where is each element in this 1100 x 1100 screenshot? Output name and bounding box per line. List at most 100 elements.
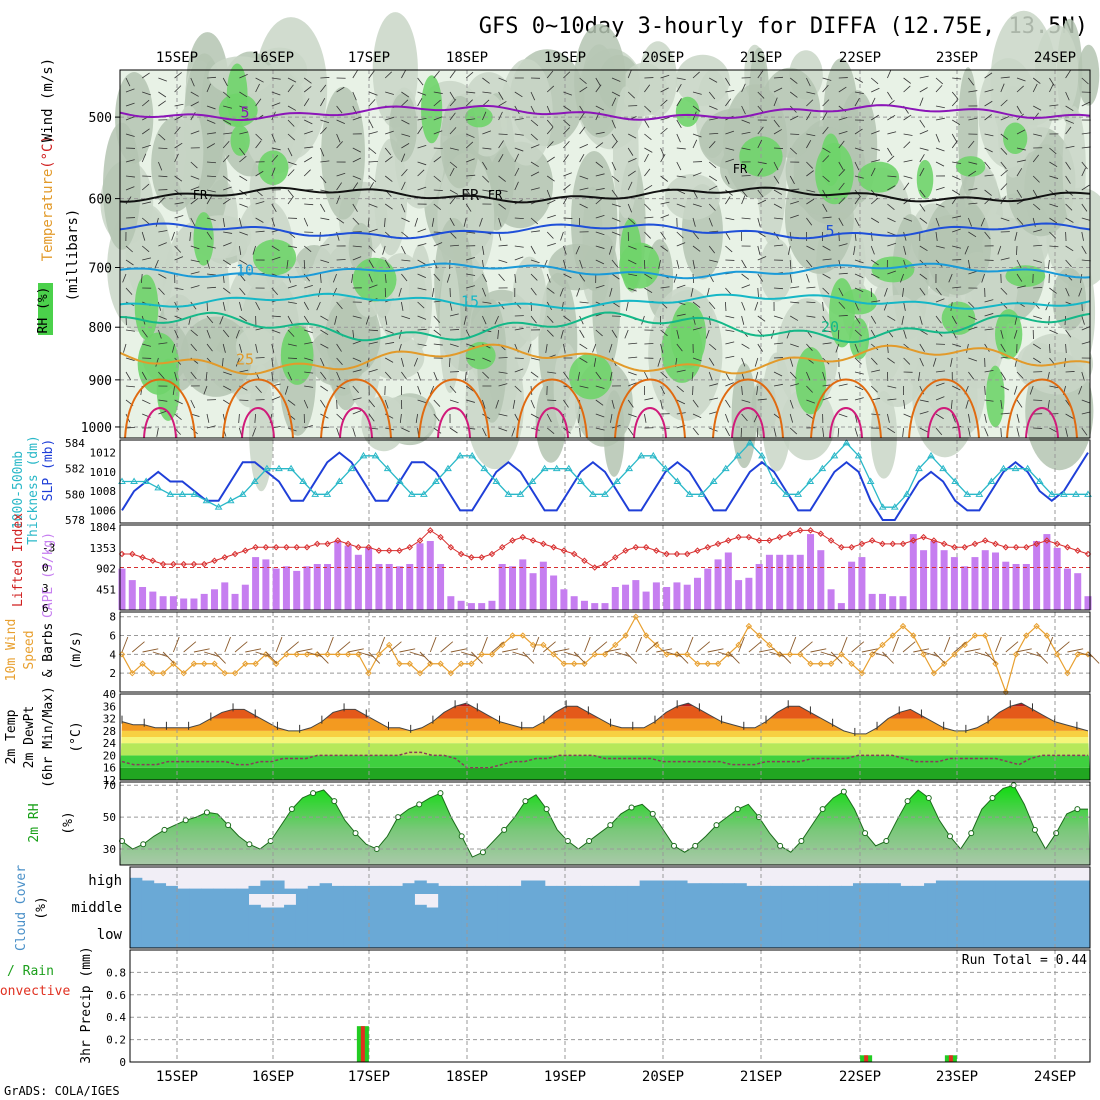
cape-tick-label: 1804 — [90, 521, 117, 534]
wind-barb-10m — [1046, 636, 1054, 653]
wind-barb — [320, 385, 329, 392]
wind-barb-10m — [224, 636, 231, 653]
wind-barb — [417, 228, 427, 233]
thickness-point — [468, 451, 477, 459]
wind-barb — [627, 203, 633, 213]
cloud-low-cell — [532, 921, 546, 948]
wind-barb — [482, 371, 490, 379]
wind-barb — [1049, 189, 1057, 197]
cape-bar — [1063, 568, 1071, 610]
temperature-contour-surface — [241, 407, 275, 439]
rh2m-point — [267, 838, 274, 845]
wind-barb — [385, 342, 395, 345]
thickness-point — [311, 490, 320, 497]
wind-barb — [951, 119, 961, 126]
wind-barb — [546, 156, 555, 163]
precip-tick-label: 0.6 — [106, 989, 126, 1002]
wind-barb-10m — [913, 648, 930, 653]
wind-barb-10m — [727, 651, 740, 664]
wind-barb — [417, 315, 427, 320]
wind-speed-point — [858, 669, 866, 677]
temp-band — [120, 703, 1090, 707]
cape-bar — [642, 591, 650, 610]
rh-shading — [235, 327, 276, 366]
wind-barb — [465, 99, 473, 107]
rh-shading — [925, 196, 992, 296]
cape-bar — [159, 596, 167, 610]
wind-barb — [530, 245, 536, 255]
cloud-high-cell — [1054, 880, 1067, 894]
wind-barb — [125, 186, 135, 191]
thickness-point — [589, 490, 597, 497]
wind-barb — [271, 77, 281, 80]
wind-speed-point — [375, 651, 383, 658]
cloud-middle-cell — [438, 894, 451, 921]
wind-barb — [595, 371, 602, 380]
cloud-middle-cell — [141, 894, 155, 921]
cloud-high-cell — [189, 888, 202, 894]
lifted-index-point — [591, 564, 598, 571]
wind-barb — [158, 100, 167, 107]
wind-barb — [254, 413, 256, 424]
wind-barb — [676, 84, 682, 93]
wind-barb — [854, 287, 864, 293]
wind-barb — [660, 87, 669, 93]
wind-barb — [190, 329, 198, 337]
wind-barb — [530, 119, 539, 127]
wind-barb — [902, 427, 904, 437]
wind-barb — [692, 357, 702, 362]
lifted-index-point — [581, 557, 588, 564]
wind-barb — [887, 91, 893, 100]
cape-bar — [899, 596, 907, 610]
lifted-index-point — [406, 544, 413, 551]
wind-barb — [547, 199, 556, 205]
wind-barb — [433, 99, 441, 107]
wind-barb — [498, 140, 504, 149]
wind-barb — [644, 105, 652, 113]
wind-barb — [482, 287, 487, 297]
wind-barb — [1065, 287, 1070, 297]
wind-barb — [984, 189, 992, 196]
wind-barb — [709, 105, 718, 110]
rh-legend-swatch — [38, 283, 53, 335]
cloud-middle-cell — [426, 907, 439, 921]
wind-barb — [708, 245, 716, 254]
wind-barb — [433, 242, 443, 247]
y-label-temp2m: 2m Temp — [4, 709, 19, 764]
wind-barb — [352, 203, 358, 212]
wind-barb — [303, 315, 310, 324]
wind-barb — [158, 230, 168, 233]
wind-barb — [125, 116, 135, 121]
wind-barb — [950, 357, 953, 367]
cape-bar — [817, 550, 825, 610]
thickness-point — [275, 464, 283, 472]
cape-bar — [796, 554, 804, 610]
wind-barb-10m — [933, 651, 946, 664]
wind-barb — [320, 147, 325, 157]
rh-tick-label: 50 — [103, 811, 116, 824]
wind-speed-point — [406, 660, 413, 667]
cloud-middle-cell — [378, 894, 392, 921]
temp-tick-label: 20 — [103, 749, 116, 762]
wind-barb — [932, 357, 937, 367]
wind-barb — [870, 357, 878, 365]
wind-barb — [384, 315, 388, 325]
wind-barb — [708, 161, 717, 169]
wind-speed-point — [1043, 632, 1051, 639]
wind-barb — [611, 140, 618, 149]
wind-barb — [579, 259, 583, 269]
wind-barb — [158, 371, 165, 380]
wind-barb — [1065, 70, 1071, 79]
wind-barb-10m — [573, 651, 586, 664]
rh-shading — [512, 256, 547, 342]
wind-barb — [692, 203, 702, 208]
cloud-low-cell — [841, 921, 854, 948]
wind-barb — [334, 315, 337, 325]
wind-barb — [884, 287, 888, 297]
wind-barb-10m — [316, 651, 329, 664]
wind-barb — [837, 329, 840, 340]
thickness-point — [359, 451, 368, 459]
cloud-high-cell — [544, 885, 558, 894]
wind-barb — [303, 301, 309, 311]
cloud-low-cell — [1042, 921, 1055, 948]
